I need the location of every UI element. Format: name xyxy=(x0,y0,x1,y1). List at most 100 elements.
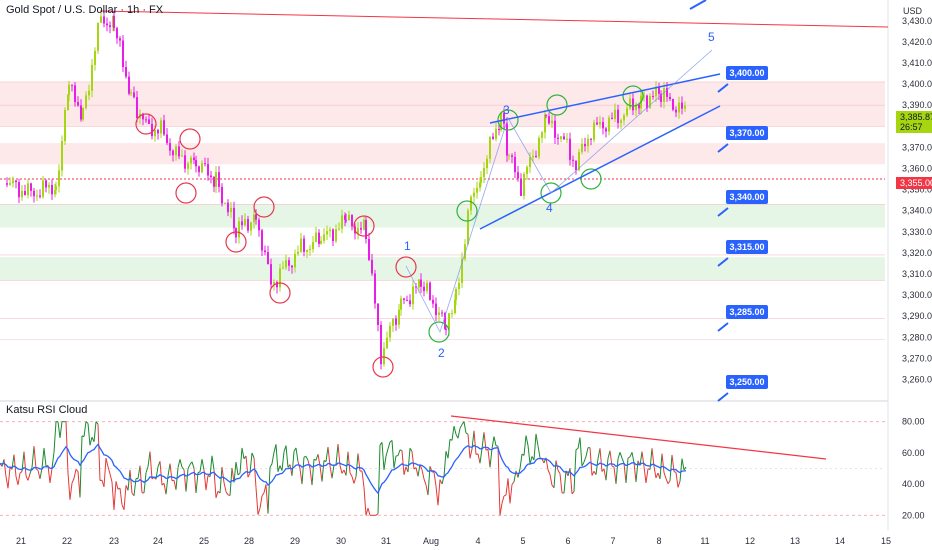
candle-body-1 xyxy=(9,183,11,185)
candle-body-188 xyxy=(544,114,546,133)
price-tick-label-17: 3,260.00 xyxy=(902,374,932,384)
rsi-segment-4 xyxy=(5,476,9,489)
level-tag-0 xyxy=(726,66,768,80)
candle-body-62 xyxy=(184,155,186,169)
candle-body-16 xyxy=(54,190,56,195)
rsi-segment-152 xyxy=(301,457,305,485)
candle-body-199 xyxy=(575,160,577,171)
level-arrow-5 xyxy=(717,392,729,402)
time-tick-label-12: 6 xyxy=(565,536,570,546)
rsi-segment-36 xyxy=(69,483,73,500)
time-tick-label-19: 15 xyxy=(881,536,891,546)
chart-title: Gold Spot / U.S. Dollar · 1h · FX xyxy=(6,4,164,16)
rsi-segment-55 xyxy=(107,466,111,474)
candle-body-113 xyxy=(332,229,334,242)
candle-body-164 xyxy=(476,187,478,193)
candle-body-204 xyxy=(590,138,592,140)
time-tick-label-9: Aug xyxy=(423,536,439,546)
candle-body-28 xyxy=(85,95,87,108)
candle-body-39 xyxy=(116,28,118,39)
candle-body-103 xyxy=(303,238,305,252)
rsi-segment-73 xyxy=(143,472,147,493)
rsi-segment-182 xyxy=(361,470,365,488)
candle-body-153 xyxy=(445,329,447,331)
rsi-segment-65 xyxy=(127,469,131,491)
candle-body-213 xyxy=(617,109,619,123)
candle-body-104 xyxy=(306,249,308,252)
last-price-text: 3,385.87 xyxy=(900,112,932,122)
rsi-segment-321 xyxy=(639,451,643,466)
rsi-segment-303 xyxy=(603,468,607,481)
candle-body-200 xyxy=(578,152,580,171)
rsi-segment-201 xyxy=(399,449,403,452)
rsi-segment-227 xyxy=(451,426,455,441)
candle-body-215 xyxy=(623,115,625,121)
rsi-segment-281 xyxy=(559,473,563,493)
rsi-segment-31 xyxy=(59,421,63,438)
candle-layer xyxy=(6,10,686,370)
rsi-segment-269 xyxy=(535,433,539,446)
candle-body-236 xyxy=(684,105,686,109)
candle-body-44 xyxy=(130,92,132,94)
rsi-segment-250 xyxy=(497,446,501,516)
red-circle-8 xyxy=(372,356,394,378)
candle-body-127 xyxy=(371,259,373,274)
candle-body-42 xyxy=(125,67,127,77)
rsi-segment-118 xyxy=(233,461,237,483)
rsi-segment-323 xyxy=(643,466,647,483)
candle-body-54 xyxy=(160,120,162,134)
rsi-segment-10 xyxy=(17,472,21,486)
rsi-segment-97 xyxy=(191,461,195,469)
rsi-segment-107 xyxy=(211,455,215,470)
time-tick-label-2: 23 xyxy=(109,536,119,546)
candle-body-17 xyxy=(55,186,57,191)
candle-body-176 xyxy=(508,155,510,157)
candle-body-61 xyxy=(181,155,183,157)
candle-body-182 xyxy=(526,166,528,174)
candle-body-35 xyxy=(106,23,108,26)
price-tick-label-12: 3,310.00 xyxy=(902,269,932,279)
rsi-segment-18 xyxy=(33,446,37,469)
rsi-segment-278 xyxy=(553,460,557,488)
rsi-segment-218 xyxy=(433,472,437,487)
candle-body-14 xyxy=(48,184,50,188)
candle-body-206 xyxy=(596,122,598,125)
rsi-segment-131 xyxy=(259,495,263,509)
candle-body-195 xyxy=(563,136,565,140)
rsi-tick-label-2: 40.00 xyxy=(902,479,925,489)
rsi-segment-139 xyxy=(275,444,279,472)
rsi-segment-266 xyxy=(529,456,533,465)
candle-body-6 xyxy=(24,190,26,196)
rsi-segment-162 xyxy=(321,460,325,482)
candle-body-34 xyxy=(103,16,105,24)
rsi-segment-12 xyxy=(21,451,25,472)
rsi-segment-304 xyxy=(605,458,609,481)
rsi-segment-154 xyxy=(305,456,309,461)
candle-body-143 xyxy=(418,279,420,288)
candle-body-59 xyxy=(175,146,177,156)
candle-body-117 xyxy=(344,215,346,220)
candle-body-32 xyxy=(97,22,99,51)
green-circle-5 xyxy=(580,168,602,190)
time-tick-label-3: 24 xyxy=(153,536,163,546)
time-tick-label-15: 11 xyxy=(700,536,709,546)
rsi-segment-43 xyxy=(83,421,87,437)
rsi-segment-257 xyxy=(511,481,515,485)
rsi-segment-117 xyxy=(231,467,235,483)
rsi-segment-200 xyxy=(397,449,401,456)
rsi-segment-84 xyxy=(165,475,169,495)
candle-body-220 xyxy=(638,104,640,109)
candle-body-149 xyxy=(435,303,437,316)
candle-body-53 xyxy=(157,129,159,134)
candle-body-102 xyxy=(300,238,302,252)
candle-body-33 xyxy=(100,16,102,23)
candle-body-31 xyxy=(94,50,96,65)
candle-body-134 xyxy=(392,318,394,326)
rsi-segment-94 xyxy=(185,468,189,492)
rsi-segment-151 xyxy=(299,468,303,485)
rsi-segment-185 xyxy=(367,508,371,516)
rsi-segment-147 xyxy=(291,451,295,476)
rsi-segment-261 xyxy=(519,453,523,469)
rsi-segment-74 xyxy=(145,466,149,473)
candle-body-201 xyxy=(581,143,583,153)
